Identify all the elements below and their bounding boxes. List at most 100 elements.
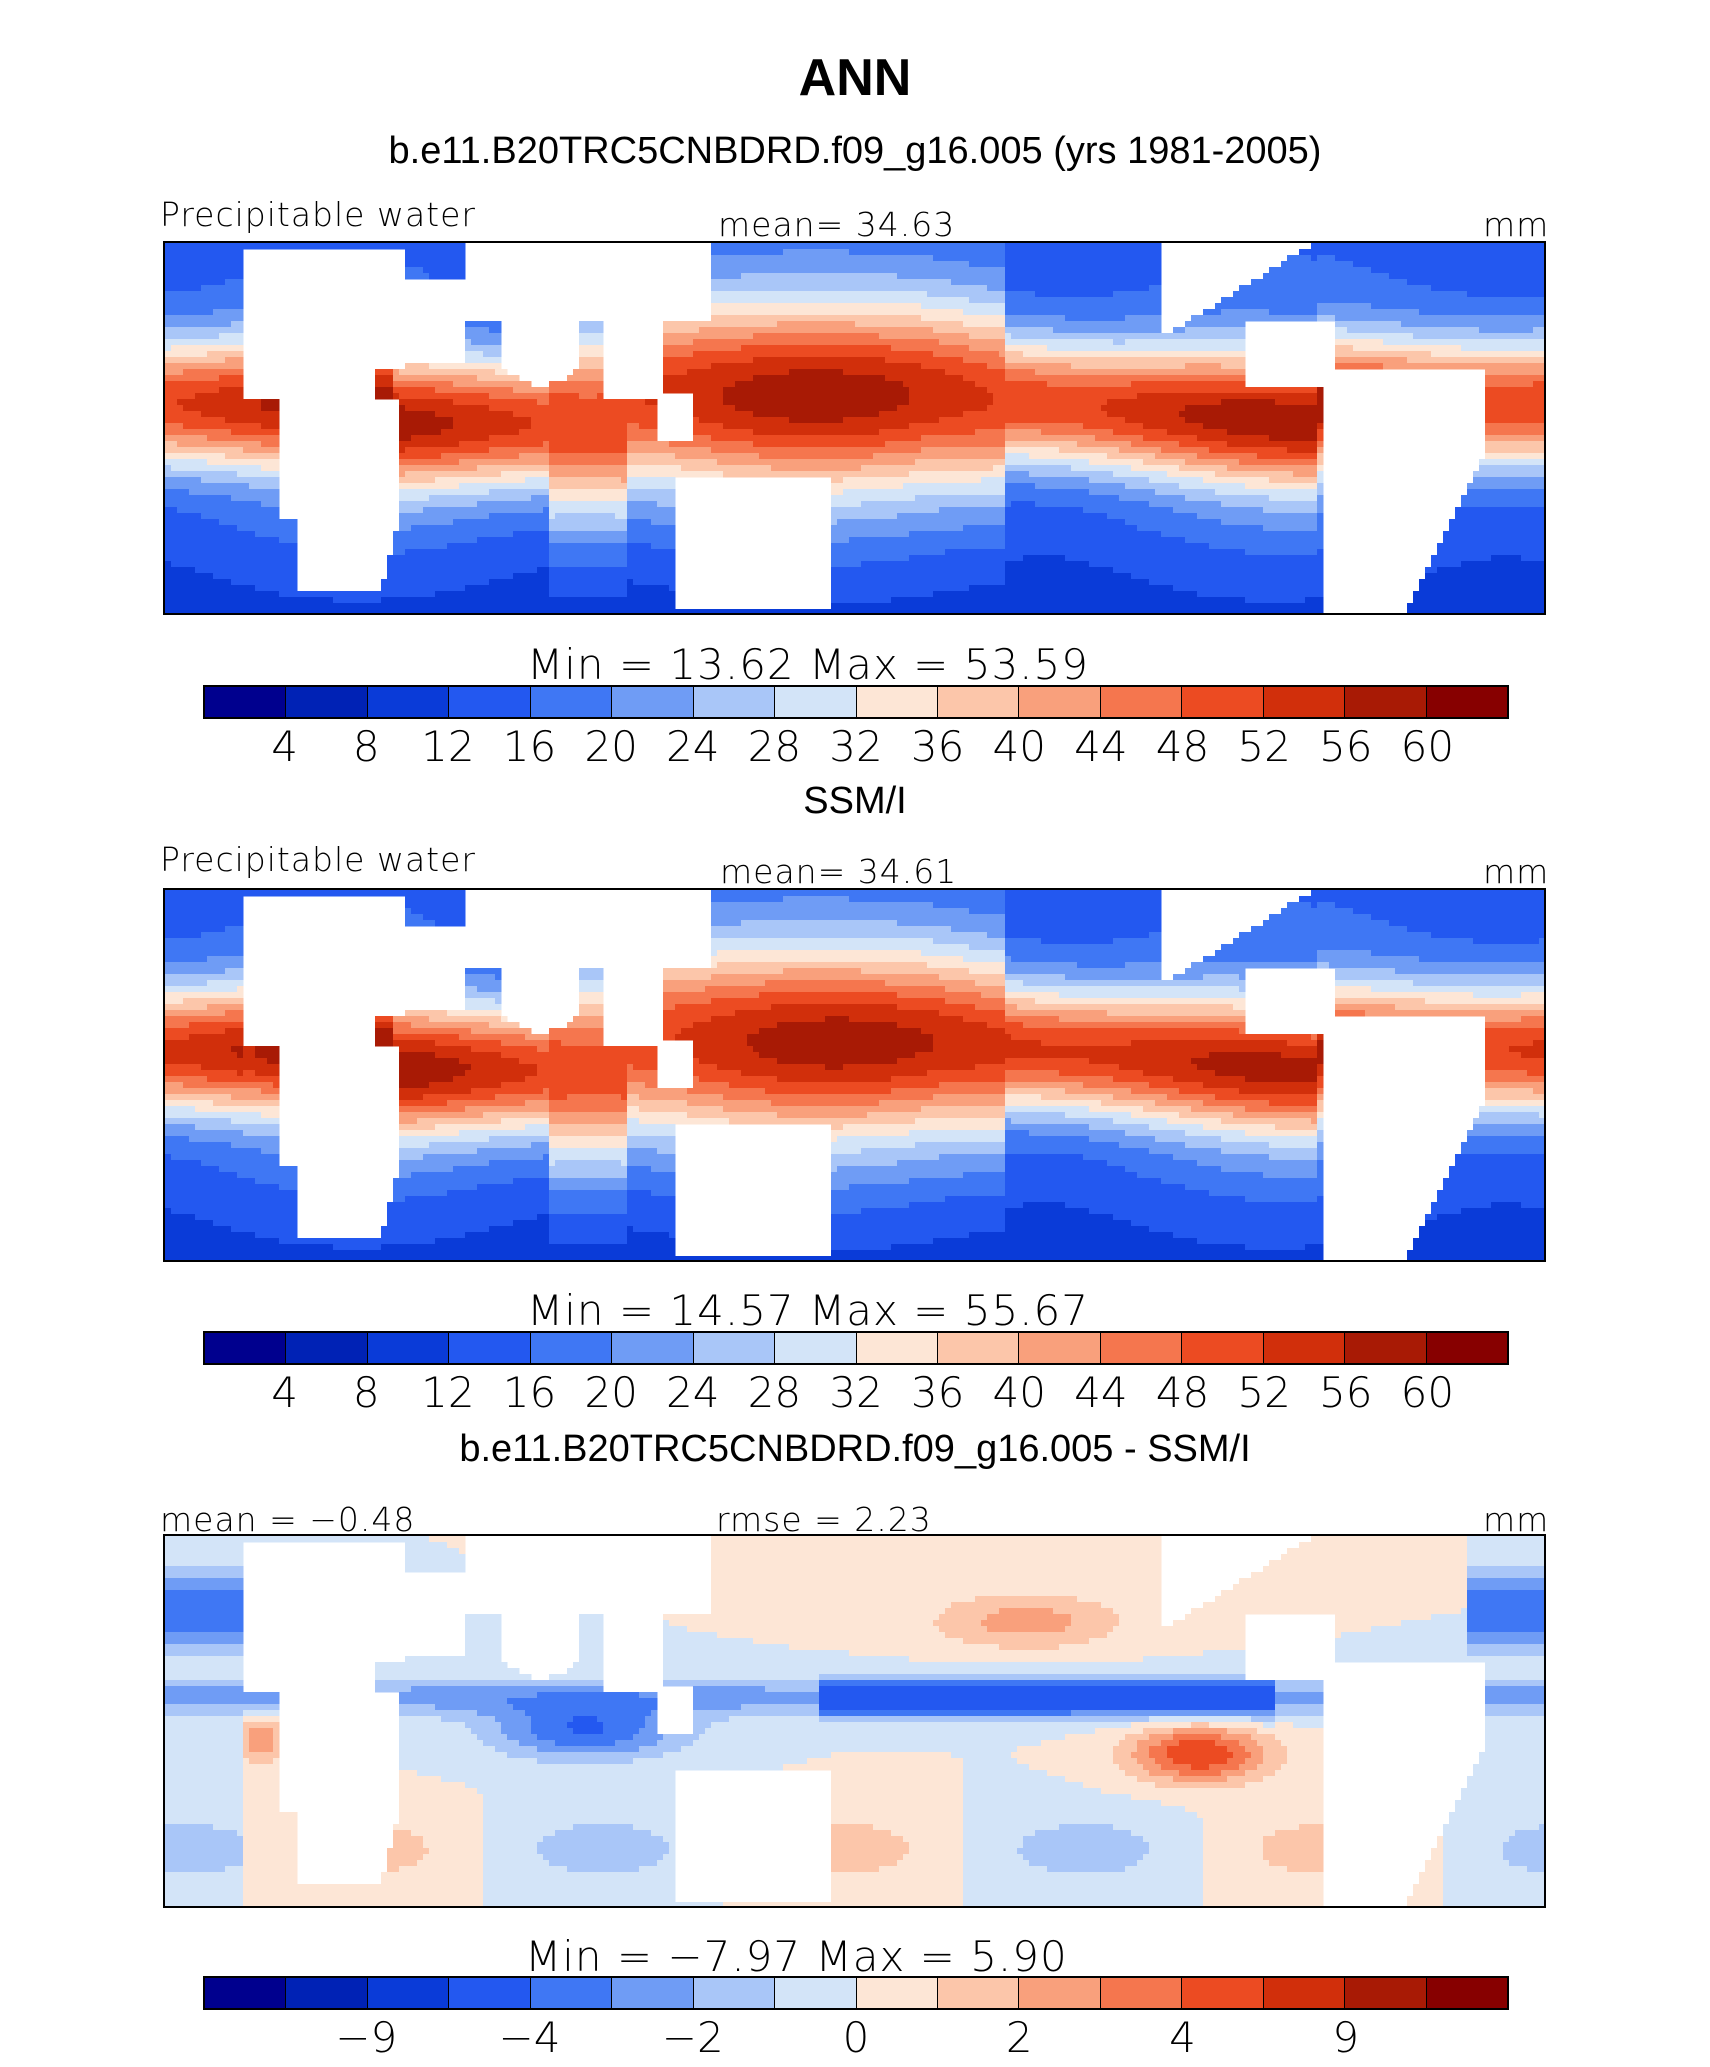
- colorbar-tick-label: −2: [662, 2013, 724, 2062]
- colorbar-tick-label: 60: [1401, 1368, 1454, 1417]
- colorbar-swatch: [775, 687, 857, 717]
- colorbar-swatch: [1426, 1978, 1507, 2008]
- colorbar-swatch: [1426, 687, 1507, 717]
- panel1-map-svg: [165, 243, 1544, 613]
- colorbar-tick-label: 40: [993, 1368, 1046, 1417]
- colorbar-tick-label: 44: [1074, 722, 1127, 771]
- colorbar-swatch: [286, 1333, 368, 1363]
- colorbar-tick-label: 56: [1319, 722, 1372, 771]
- colorbar-tick-label: 16: [503, 722, 556, 771]
- colorbar-swatch: [449, 1333, 531, 1363]
- panel3-units-label: mm: [1483, 1500, 1549, 1539]
- colorbar-swatch: [286, 687, 368, 717]
- colorbar-tick-label: 28: [748, 1368, 801, 1417]
- colorbar-tick-label: 32: [829, 1368, 882, 1417]
- colorbar-tick-label: −9: [335, 2013, 397, 2062]
- panel2-units-label: mm: [1483, 852, 1549, 891]
- colorbar-swatch: [1345, 1978, 1427, 2008]
- colorbar-tick-label: 20: [584, 1368, 637, 1417]
- colorbar-tick-label: 9: [1332, 2013, 1359, 2062]
- colorbar-swatch: [1182, 1333, 1264, 1363]
- colorbar-swatch: [205, 687, 287, 717]
- panel3-map: [163, 1534, 1546, 1908]
- colorbar-swatch: [1263, 687, 1346, 717]
- panel1-variable-label: Precipitable water: [160, 195, 476, 234]
- colorbar-swatch: [775, 1333, 857, 1363]
- colorbar-swatch: [612, 687, 694, 717]
- colorbar-tick-label: 36: [911, 722, 964, 771]
- colorbar-tick-label: 24: [666, 722, 719, 771]
- colorbar-tick-label: 60: [1401, 722, 1454, 771]
- colorbar-tick-label: 44: [1074, 1368, 1127, 1417]
- colorbar-swatch: [530, 1333, 613, 1363]
- colorbar-tick-label: 24: [666, 1368, 719, 1417]
- colorbar-tick-label: 52: [1237, 1368, 1290, 1417]
- colorbar-swatch: [1182, 687, 1264, 717]
- colorbar-swatch: [1263, 1333, 1346, 1363]
- panel1-mean-label: mean= 34.63: [718, 205, 955, 244]
- colorbar-swatch: [205, 1978, 287, 2008]
- colorbar-tick-label: −4: [499, 2013, 561, 2062]
- panel1-map: [163, 241, 1546, 615]
- panel2-variable-label: Precipitable water: [160, 840, 476, 879]
- panel3-title: b.e11.B20TRC5CNBDRD.f09_g16.005 - SSM/I: [0, 1428, 1710, 1471]
- colorbar-tick-label: 4: [1169, 2013, 1196, 2062]
- colorbar-swatch: [1100, 687, 1183, 717]
- colorbar-tick-label: 12: [421, 722, 474, 771]
- colorbar-swatch: [856, 687, 938, 717]
- colorbar-swatch: [937, 1333, 1020, 1363]
- colorbar-tick-label: 8: [353, 722, 380, 771]
- panel2-map-svg: [165, 890, 1544, 1260]
- panel2-title: SSM/I: [0, 780, 1710, 823]
- colorbar-swatch: [1100, 1978, 1183, 2008]
- colorbar-tick-label: 40: [993, 722, 1046, 771]
- colorbar-swatch: [1019, 687, 1101, 717]
- colorbar-swatch: [1019, 1333, 1101, 1363]
- colorbar-swatch: [1263, 1978, 1346, 2008]
- colorbar-swatch: [1426, 1333, 1507, 1363]
- panel3-minmax-label: Min = −7.97 Max = 5.90: [525, 1932, 1068, 1981]
- colorbar-tick-label: 20: [584, 722, 637, 771]
- colorbar-swatch: [775, 1978, 857, 2008]
- colorbar-swatch: [449, 1978, 531, 2008]
- colorbar-tick-label: 4: [271, 722, 298, 771]
- panel2-colorbar: [203, 1331, 1509, 1365]
- colorbar-swatch: [367, 687, 450, 717]
- colorbar-swatch: [1100, 1333, 1183, 1363]
- colorbar-swatch: [693, 1978, 776, 2008]
- colorbar-swatch: [612, 1978, 694, 2008]
- colorbar-swatch: [205, 1333, 287, 1363]
- colorbar-tick-label: 2: [1006, 2013, 1033, 2062]
- colorbar-swatch: [1182, 1978, 1264, 2008]
- panel1-colorbar: [203, 685, 1509, 719]
- colorbar-swatch: [367, 1978, 450, 2008]
- panel2-minmax-label: Min = 14.57 Max = 55.67: [527, 1286, 1089, 1335]
- colorbar-swatch: [693, 1333, 776, 1363]
- colorbar-swatch: [856, 1978, 938, 2008]
- colorbar-swatch: [449, 687, 531, 717]
- colorbar-tick-label: 12: [421, 1368, 474, 1417]
- colorbar-swatch: [693, 687, 776, 717]
- colorbar-tick-label: 32: [829, 722, 882, 771]
- colorbar-swatch: [367, 1333, 450, 1363]
- colorbar-tick-label: 36: [911, 1368, 964, 1417]
- colorbar-tick-label: 48: [1156, 722, 1209, 771]
- panel3-mean-label: mean = −0.48: [160, 1500, 415, 1539]
- colorbar-tick-label: 48: [1156, 1368, 1209, 1417]
- colorbar-swatch: [856, 1333, 938, 1363]
- colorbar-tick-label: 4: [271, 1368, 298, 1417]
- colorbar-tick-label: 56: [1319, 1368, 1372, 1417]
- colorbar-swatch: [286, 1978, 368, 2008]
- colorbar-swatch: [937, 687, 1020, 717]
- colorbar-swatch: [937, 1978, 1020, 2008]
- colorbar-tick-label: 52: [1237, 722, 1290, 771]
- panel3-map-svg: [165, 1536, 1544, 1906]
- colorbar-tick-label: 28: [748, 722, 801, 771]
- colorbar-swatch: [1345, 687, 1427, 717]
- colorbar-swatch: [530, 687, 613, 717]
- colorbar-tick-label: 16: [503, 1368, 556, 1417]
- colorbar-swatch: [1019, 1978, 1101, 2008]
- panel2-map: [163, 888, 1546, 1262]
- colorbar-swatch: [530, 1978, 613, 2008]
- panel1-minmax-label: Min = 13.62 Max = 53.59: [527, 640, 1089, 689]
